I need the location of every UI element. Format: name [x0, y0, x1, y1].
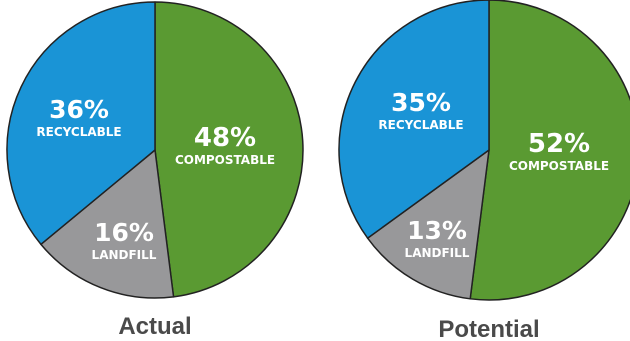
chart-title: Actual [118, 313, 191, 340]
slice-percent-label: 35% [391, 88, 451, 117]
slice-category-label: COMPOSTABLE [509, 159, 609, 173]
slice-category-label: COMPOSTABLE [175, 153, 275, 167]
pie-slice-recyclable [338, 0, 490, 239]
slice-category-label: LANDFILL [92, 248, 157, 262]
pie-slice-recyclable [6, 1, 156, 246]
pie-chart-potential: 52%COMPOSTABLE 13%LANDFILL 35%RECYCLABLE Po… [338, 0, 630, 341]
slice-category-label: RECYCLABLE [36, 125, 121, 139]
slice-percent-label: 36% [49, 95, 109, 124]
pie-chart-actual: 48%COMPOSTABLE 16%LANDFILL 36%RECYCLABLE Ac… [6, 1, 304, 340]
slice-percent-label: 13% [407, 216, 467, 245]
pie-slice-compostable [469, 0, 630, 301]
pie-slice-compostable [154, 1, 304, 298]
slice-percent-label: 52% [528, 129, 590, 159]
slice-category-label: RECYCLABLE [378, 118, 463, 132]
pie-slice-landfill [40, 149, 175, 299]
pie-slice-landfill [366, 149, 490, 300]
slice-category-label: LANDFILL [405, 246, 470, 260]
slice-percent-label: 16% [94, 218, 154, 247]
chart-title: Potential [438, 316, 539, 341]
slice-percent-label: 48% [194, 123, 256, 153]
